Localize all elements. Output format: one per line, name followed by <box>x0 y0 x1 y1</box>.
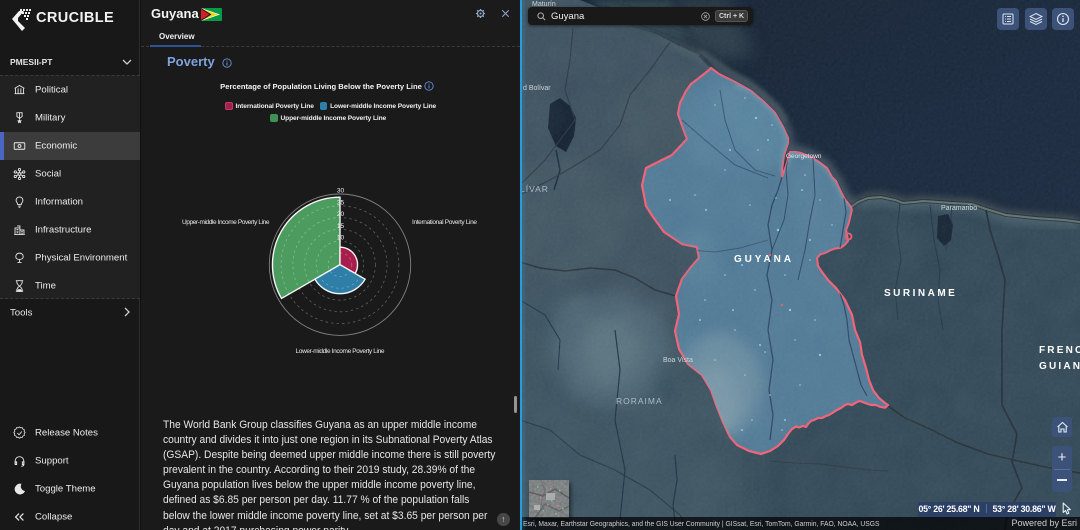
svg-text:Lower-middle Income Poverty Li: Lower-middle Income Poverty Line <box>296 348 385 355</box>
svg-text:30: 30 <box>337 188 345 195</box>
svg-text:Upper-middle Income Poverty Li: Upper-middle Income Poverty Line <box>182 219 270 226</box>
svg-text:15: 15 <box>337 223 345 230</box>
svg-text:International Poverty Line: International Poverty Line <box>412 219 477 226</box>
svg-text:25: 25 <box>337 199 345 206</box>
svg-text:20: 20 <box>337 211 345 218</box>
svg-text:10: 10 <box>337 235 345 242</box>
